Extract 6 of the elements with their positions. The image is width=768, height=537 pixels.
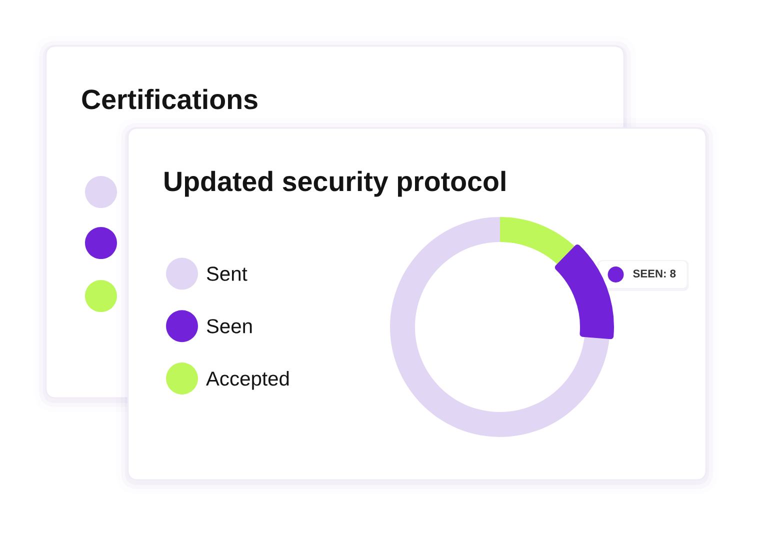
- chart-title: Updated security protocol: [164, 170, 506, 197]
- legend-label: Accepted: [206, 370, 289, 390]
- text: Certifications: [82, 88, 258, 110]
- data-label: SEEN: 8: [633, 270, 676, 278]
- legend-label: Sent: [206, 266, 248, 281]
- legend-label: Seen: [206, 319, 252, 334]
